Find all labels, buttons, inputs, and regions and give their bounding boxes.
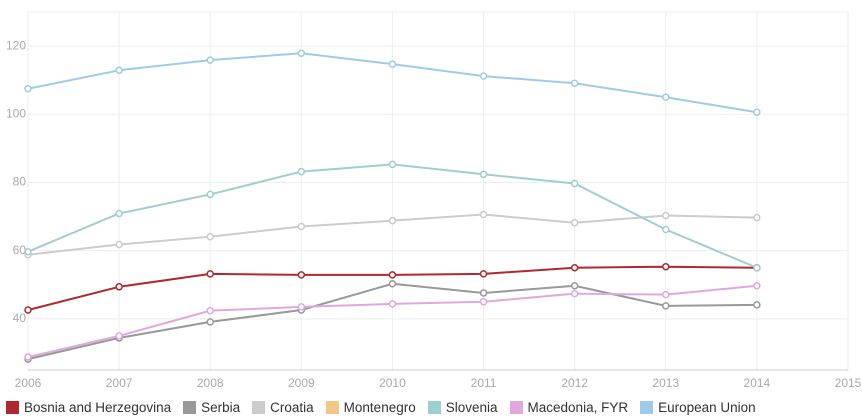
plot-area bbox=[27, 11, 849, 371]
point bbox=[753, 213, 761, 222]
legend-swatch bbox=[183, 401, 197, 414]
y-tick-label: 40 bbox=[13, 311, 27, 325]
legend-item[interactable]: Croatia bbox=[252, 400, 314, 415]
point bbox=[753, 263, 761, 272]
point bbox=[115, 332, 123, 340]
point bbox=[753, 282, 761, 290]
chart: 2006 2007 2008 2009 2010 2011 2012 2013 2014 2015… bbox=[6, 11, 862, 390]
point bbox=[570, 289, 579, 298]
point bbox=[570, 263, 579, 272]
legend-swatch bbox=[509, 401, 523, 414]
point bbox=[115, 209, 123, 218]
point bbox=[570, 218, 579, 227]
point bbox=[24, 247, 32, 256]
point bbox=[388, 60, 397, 68]
point bbox=[206, 270, 214, 278]
x-tick-label: 2007 bbox=[106, 376, 133, 390]
point bbox=[662, 262, 670, 271]
point bbox=[479, 298, 488, 306]
point bbox=[297, 271, 306, 279]
legend-label: Montenegro bbox=[343, 400, 416, 415]
point bbox=[570, 79, 579, 88]
legend-label: Macedonia, FYR bbox=[527, 400, 629, 415]
y-tick-label: 60 bbox=[13, 243, 27, 257]
point bbox=[24, 306, 32, 314]
point bbox=[297, 49, 306, 58]
point bbox=[206, 306, 214, 315]
point bbox=[662, 290, 670, 299]
point bbox=[570, 179, 579, 188]
point bbox=[479, 170, 488, 179]
legend-swatch bbox=[6, 401, 19, 414]
legend-item[interactable]: Serbia bbox=[183, 400, 240, 415]
y-tick-label: 100 bbox=[6, 106, 26, 120]
legend-swatch bbox=[427, 401, 441, 414]
x-tick-label: 2015 bbox=[835, 376, 862, 390]
x-tick-label: 2009 bbox=[288, 376, 315, 390]
point bbox=[115, 283, 123, 291]
point bbox=[479, 210, 488, 219]
point bbox=[570, 282, 579, 290]
legend: Bosnia and Herzegovina Serbia Croatia Monte… bbox=[6, 400, 756, 415]
point bbox=[388, 300, 397, 308]
legend-label: Serbia bbox=[201, 400, 241, 415]
x-tick-label: 2006 bbox=[15, 376, 42, 390]
legend-item[interactable]: Slovenia bbox=[427, 400, 498, 415]
point bbox=[753, 301, 761, 309]
legend-item[interactable]: Montenegro bbox=[325, 400, 416, 415]
point bbox=[115, 66, 123, 75]
point bbox=[479, 270, 488, 278]
point bbox=[662, 211, 670, 220]
x-tick-label: 2013 bbox=[652, 376, 679, 390]
legend-item[interactable]: Bosnia and Herzegovina bbox=[6, 400, 171, 415]
x-tick-label: 2010 bbox=[379, 376, 406, 390]
point bbox=[206, 56, 214, 64]
legend-item[interactable]: European Union bbox=[640, 400, 756, 415]
legend-label: Bosnia and Herzegovina bbox=[24, 400, 172, 415]
legend-swatch bbox=[640, 401, 654, 414]
point bbox=[115, 240, 123, 249]
point bbox=[388, 216, 397, 225]
point bbox=[24, 353, 32, 361]
point bbox=[753, 108, 761, 116]
point bbox=[24, 84, 32, 93]
legend-label: Slovenia bbox=[445, 400, 498, 415]
point bbox=[388, 271, 397, 279]
legend-swatch bbox=[325, 401, 339, 414]
x-tick-label: 2008 bbox=[197, 376, 224, 390]
point bbox=[388, 160, 397, 169]
point bbox=[206, 190, 214, 199]
x-tick-label: 2012 bbox=[561, 376, 588, 390]
x-tick-label: 2014 bbox=[744, 376, 771, 390]
point bbox=[297, 303, 306, 311]
point bbox=[388, 279, 397, 288]
point bbox=[662, 302, 670, 310]
legend-label: European Union bbox=[658, 400, 756, 415]
point bbox=[297, 167, 306, 176]
point bbox=[206, 232, 214, 241]
y-tick-label: 120 bbox=[6, 38, 26, 52]
point bbox=[662, 93, 670, 101]
x-tick-label: 2011 bbox=[471, 376, 497, 390]
legend-item[interactable]: Macedonia, FYR bbox=[509, 400, 629, 415]
point bbox=[206, 318, 214, 326]
legend-label: Croatia bbox=[270, 400, 314, 415]
point bbox=[479, 289, 488, 297]
point bbox=[662, 225, 670, 234]
legend-swatch bbox=[252, 401, 266, 414]
point bbox=[297, 222, 306, 231]
point bbox=[479, 72, 488, 80]
y-tick-label: 80 bbox=[13, 175, 27, 189]
